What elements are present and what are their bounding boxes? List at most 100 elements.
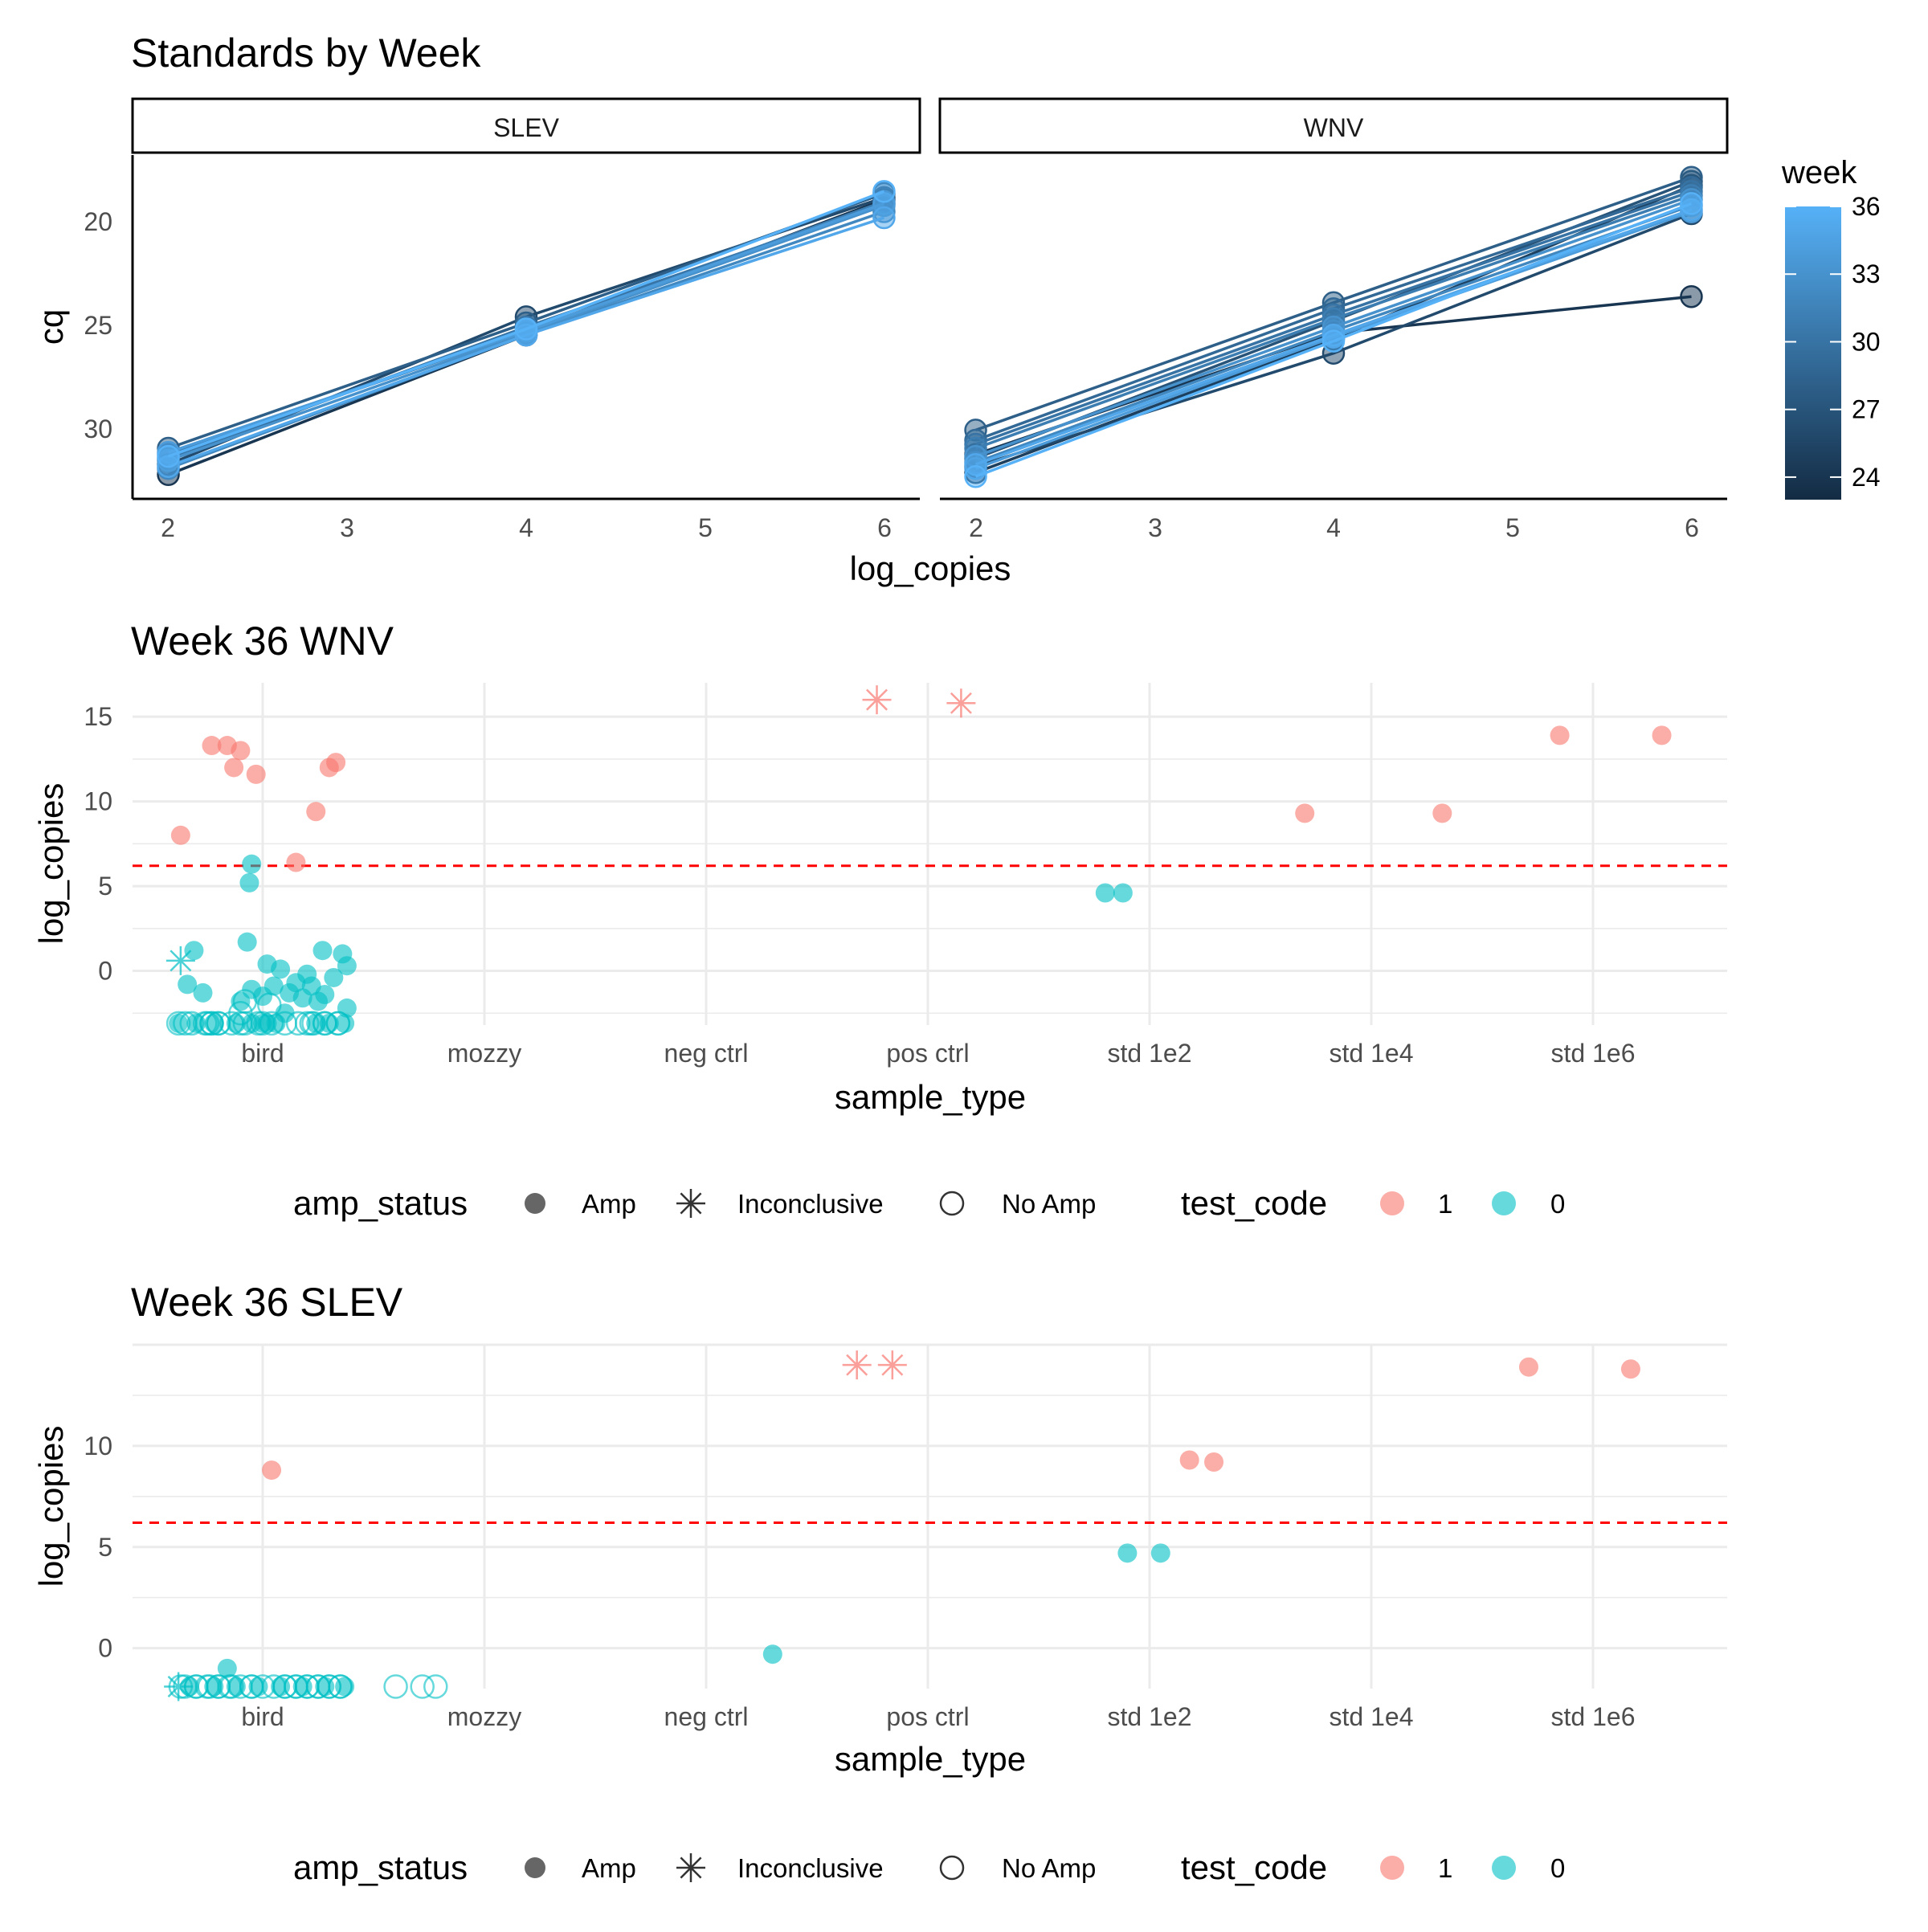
- std-ytick-25: 25: [84, 311, 112, 340]
- slev-xtick-5: 5: [698, 513, 713, 542]
- week-colorbar-label: 36: [1852, 192, 1881, 221]
- standards-point: [1680, 284, 1703, 308]
- standards-point: [872, 180, 896, 203]
- slev-xtick-2: 2: [161, 513, 175, 542]
- slev36-point-amp: [262, 1460, 282, 1481]
- legend-label-no-amp: No Amp: [1002, 1853, 1096, 1883]
- standards-x-axis-label: log_copies: [850, 549, 1011, 587]
- legend-key-no-amp: [939, 1191, 965, 1216]
- wnv36-point-amp: [1550, 725, 1570, 745]
- wnv36-point-amp: [271, 959, 291, 979]
- wnv36-point-amp: [263, 976, 284, 996]
- slev-xtick-4: 4: [519, 513, 533, 542]
- legend-key-amp: [525, 1193, 545, 1214]
- slev36-xtick-label: pos ctrl: [886, 1702, 969, 1731]
- legend-key-code-1: [1380, 1856, 1404, 1880]
- wnv36-xtick-label: std 1e4: [1330, 1039, 1414, 1068]
- slev36-point-amp: [1518, 1357, 1538, 1377]
- std-ytick-30: 30: [84, 415, 112, 443]
- slev36-point-amp: [226, 1677, 246, 1697]
- slev36-point-no-amp: [410, 1674, 435, 1699]
- facet-strip-slev: [131, 97, 921, 154]
- week-colorbar: [1785, 206, 1841, 500]
- wnv36-xtick-label: neg ctrl: [664, 1039, 749, 1068]
- wnv36-point-amp: [226, 1013, 246, 1033]
- wnv-xtick-6: 6: [1685, 513, 1699, 542]
- wnv36-xtick-label: bird: [241, 1039, 284, 1068]
- week-colorbar-label: 30: [1852, 327, 1881, 356]
- wnv36-point-amp: [312, 941, 333, 961]
- slev36-legend: amp_status Amp Inconclusive No Amp test_code…: [293, 1848, 1565, 1886]
- slev36-point-inconclusive: [164, 1672, 194, 1701]
- slev36-xtick-label: std 1e2: [1108, 1702, 1192, 1731]
- slev36-xtick-label: mozzy: [447, 1702, 521, 1731]
- legend-label-amp: Amp: [582, 1189, 636, 1219]
- wnv36-point-amp: [337, 956, 357, 976]
- slev36-xtick-label: std 1e4: [1330, 1702, 1414, 1731]
- wnv36-xtick-label: std 1e2: [1108, 1039, 1192, 1068]
- slev36-ytick-label: 10: [84, 1432, 112, 1460]
- week-colorbar-label: 24: [1852, 463, 1881, 492]
- wnv36-xtick-label: std 1e6: [1551, 1039, 1636, 1068]
- wnv36-x-axis-label: sample_type: [835, 1078, 1026, 1116]
- legend-label-inconclusive: Inconclusive: [737, 1189, 884, 1219]
- slev36-point-no-amp: [383, 1674, 408, 1699]
- standards-point: [872, 206, 896, 230]
- slev36-point-amp: [1150, 1543, 1170, 1563]
- wnv36-point-amp: [184, 941, 204, 961]
- slev36-ytick-label: 0: [98, 1634, 112, 1663]
- wnv36-point-amp: [324, 967, 344, 987]
- standards-panel: Standards by Week SLEV WNV 20 25 30 2 3 …: [32, 31, 1881, 587]
- slev36-point-amp: [204, 1677, 224, 1697]
- wnv36-point-inconclusive: [862, 685, 892, 715]
- wnv36-title: Week 36 WNV: [131, 619, 394, 664]
- standards-point: [964, 465, 987, 488]
- wnv36-point-amp: [1432, 803, 1452, 823]
- wnv36-point-amp: [315, 985, 335, 1005]
- legend-amp-title: amp_status: [293, 1848, 468, 1886]
- slev36-point-inconclusive: [877, 1350, 907, 1380]
- wnv36-ytick-label: 15: [84, 702, 112, 731]
- standards-point: [1321, 329, 1346, 353]
- standards-point: [514, 317, 538, 341]
- legend-label-code-1: 1: [1438, 1853, 1452, 1883]
- wnv36-point-inconclusive: [165, 946, 195, 975]
- wnv36-xtick-label: mozzy: [447, 1039, 521, 1068]
- week-colorbar-label: 33: [1852, 259, 1881, 288]
- slev36-point-amp: [315, 1677, 335, 1697]
- wnv36-gridlines: [133, 683, 1727, 1025]
- wnv36-point-no-amp: [199, 1011, 224, 1036]
- slev36-xtick-label: std 1e6: [1551, 1702, 1636, 1731]
- slev36-point-amp: [248, 1677, 268, 1697]
- wnv36-ytick-label: 0: [98, 957, 112, 986]
- wnv36-y-axis-label: log_copies: [32, 783, 70, 945]
- wnv36-point-amp: [242, 854, 262, 874]
- slev-xtick-6: 6: [877, 513, 892, 542]
- wnv36-point-amp: [1113, 883, 1133, 903]
- wnv-xtick-2: 2: [969, 513, 983, 542]
- legend-label-code-0: 0: [1550, 1189, 1565, 1219]
- slev36-panel: Week 36 SLEV 0 5 10 bird mozzy neg ctrl pos c…: [32, 1280, 1727, 1778]
- wnv36-point-amp: [169, 1013, 189, 1033]
- slev36-point-amp: [1204, 1452, 1224, 1472]
- slev36-x-axis-label: sample_type: [835, 1740, 1026, 1778]
- wnv36-point-amp: [193, 982, 213, 1003]
- wnv36-point-amp: [231, 741, 251, 761]
- wnv36-point-no-amp: [257, 992, 282, 1017]
- wnv36-xtick-label: pos ctrl: [886, 1039, 969, 1068]
- wnv36-point-amp: [239, 872, 259, 892]
- slev36-x-ticks: bird mozzy neg ctrl pos ctrl std 1e2 std 1e4 s…: [241, 1702, 1635, 1731]
- legend-amp-title: amp_status: [293, 1184, 468, 1222]
- legend-label-code-0: 0: [1550, 1853, 1565, 1883]
- legend-code-title: test_code: [1181, 1848, 1327, 1886]
- wnv36-point-amp: [286, 852, 306, 872]
- legend-label-inconclusive: Inconclusive: [737, 1853, 884, 1883]
- slev36-point-amp: [1179, 1450, 1199, 1470]
- wnv36-legend: amp_status Amp Inconclusive No Amp test_code…: [293, 1184, 1565, 1222]
- wnv36-point-amp: [1095, 883, 1115, 903]
- slev36-xtick-label: neg ctrl: [664, 1702, 749, 1731]
- wnv36-y-ticks: 0 5 10 15: [84, 702, 112, 985]
- week-legend-title: week: [1781, 155, 1857, 190]
